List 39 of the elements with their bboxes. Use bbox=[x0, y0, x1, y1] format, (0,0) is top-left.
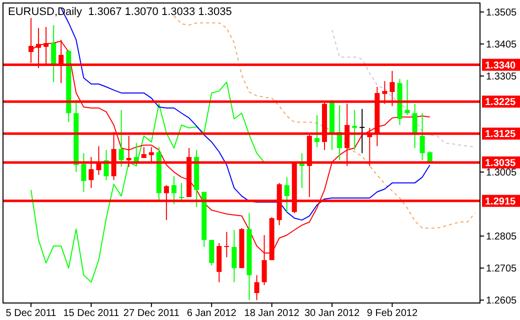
candlestick bbox=[209, 239, 214, 266]
y-tick-label: 1.3505 bbox=[486, 7, 518, 18]
candlestick bbox=[254, 274, 260, 301]
candlestick bbox=[179, 182, 184, 200]
candlestick bbox=[51, 24, 56, 83]
candlestick bbox=[118, 109, 124, 168]
candlestick bbox=[412, 103, 418, 149]
ref-line-label: 1.3125 bbox=[485, 129, 516, 140]
candlestick bbox=[314, 114, 320, 148]
candlestick bbox=[232, 230, 237, 283]
ref-line-label: 1.2915 bbox=[485, 196, 516, 208]
y-tick-label: 1.2805 bbox=[486, 232, 518, 243]
y-tick-label: 1.3405 bbox=[486, 39, 518, 50]
line-series bbox=[173, 15, 476, 229]
y-tick-label: 1.2605 bbox=[486, 296, 518, 307]
y-tick-label: 1.2705 bbox=[486, 264, 518, 275]
x-tick-label: 27 Dec 2011 bbox=[123, 308, 180, 319]
line-series bbox=[332, 29, 476, 148]
x-tick-label: 30 Jan 2012 bbox=[304, 308, 360, 319]
line-series bbox=[30, 82, 265, 283]
x-tick-label: 5 Dec 2011 bbox=[6, 308, 57, 319]
ref-line-label: 1.3225 bbox=[485, 97, 516, 108]
x-tick-label: 9 Feb 2012 bbox=[366, 308, 418, 319]
candlestick bbox=[420, 112, 425, 161]
ref-line-label: 1.3035 bbox=[485, 158, 516, 169]
candlestick bbox=[224, 231, 230, 258]
candlestick bbox=[171, 176, 176, 205]
x-tick-label: 6 Jan 2012 bbox=[186, 308, 237, 319]
candlestick bbox=[284, 176, 290, 213]
candlestick bbox=[352, 109, 358, 150]
y-tick-label: 1.3005 bbox=[486, 168, 518, 179]
y-tick-label: 1.3305 bbox=[486, 72, 518, 82]
candlestick bbox=[81, 152, 86, 192]
x-tick-label: 15 Dec 2011 bbox=[63, 308, 120, 319]
candlestick bbox=[404, 79, 410, 116]
candlestick bbox=[141, 146, 146, 158]
x-tick-label: 18 Jan 2012 bbox=[244, 308, 300, 319]
ref-line-label: 1.3340 bbox=[485, 60, 516, 72]
candlestick bbox=[360, 108, 365, 154]
